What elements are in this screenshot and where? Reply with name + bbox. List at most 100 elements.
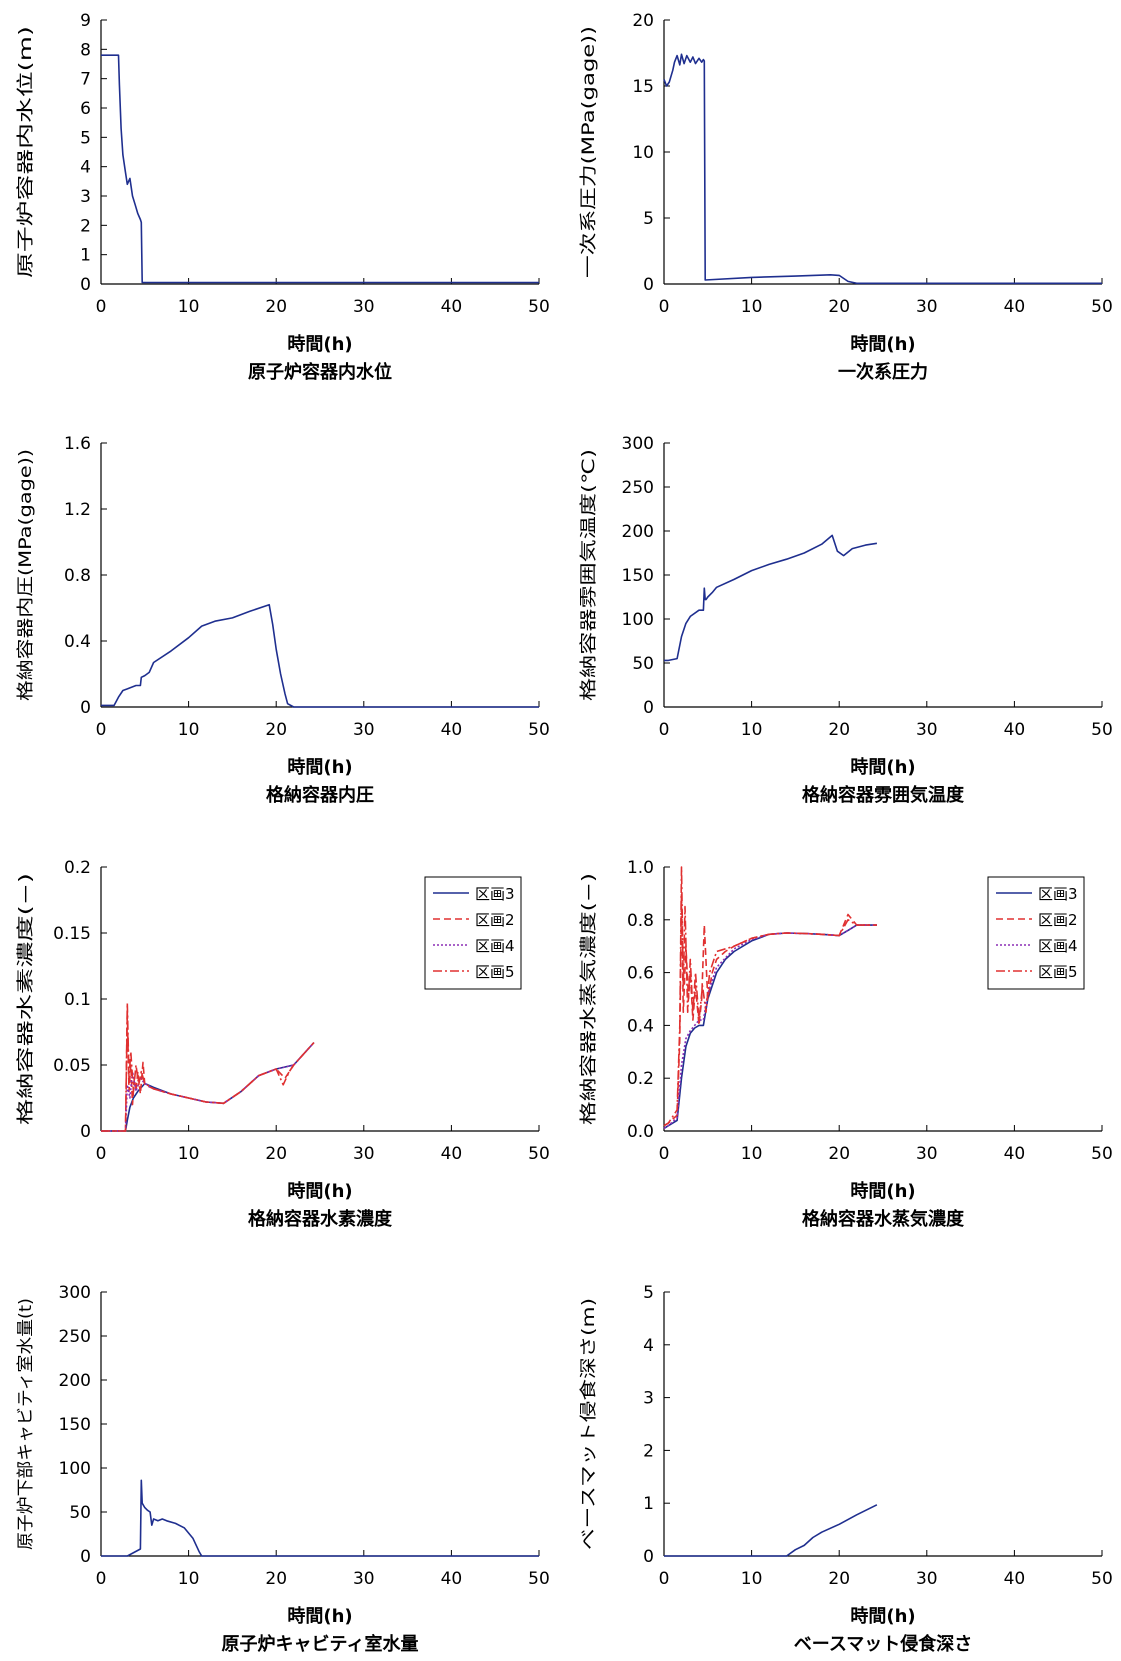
y-tick-label: 250 <box>622 478 654 498</box>
series-line-1 <box>101 1479 539 1557</box>
x-tick-label: 30 <box>916 1144 938 1164</box>
x-tick-label: 50 <box>528 1144 550 1164</box>
series-line-3 <box>663 924 877 1130</box>
y-axis-label: ベースマット侵食深さ(m) <box>579 1298 599 1550</box>
chart-7: 0 10 20 30 40 50 0 50 100 150 200 250 300 時間(h) 原子炉キャビ… <box>16 1283 550 1655</box>
y-tick-label: 4 <box>80 158 91 178</box>
x-tick-label: 20 <box>265 1144 287 1164</box>
plot-area <box>101 1292 539 1556</box>
x-axis-label: 時間(h) <box>287 1606 352 1627</box>
y-tick-label: 7 <box>80 70 91 90</box>
y-axis-label: 格納容器雰囲気温度(℃) <box>579 449 599 701</box>
chart-2: 0 10 20 30 40 5005101520時間(h)一次系圧力一次系圧力(MPa(g… <box>579 11 1113 383</box>
x-tick-label: 0 <box>659 1569 670 1589</box>
x-axis-label: 時間(h) <box>850 1606 915 1627</box>
y-tick-label: 0.4 <box>627 1016 654 1036</box>
y-tick-label: 5 <box>643 209 654 229</box>
x-tick-label: 0 <box>659 297 670 317</box>
legend: 区画3 区画2 区画4 区画5 <box>424 876 522 990</box>
chart-caption: 格納容器水素濃度 <box>248 1208 393 1230</box>
legend-label: 区画4 <box>475 937 515 955</box>
x-tick-label: 30 <box>916 1569 938 1589</box>
legend-label: 区画3 <box>475 885 515 903</box>
series-line-4 <box>663 866 877 1127</box>
x-tick-label: 0 <box>659 1144 670 1164</box>
y-tick-label: 200 <box>622 522 654 542</box>
y-tick-label: 9 <box>80 11 91 31</box>
y-tick-label: 1.6 <box>64 434 91 454</box>
x-tick-label: 20 <box>828 720 850 740</box>
y-tick-label: 4 <box>643 1336 654 1356</box>
y-tick-label: 3 <box>80 187 91 207</box>
y-tick-label: 5 <box>643 1283 654 1303</box>
x-tick-label: 50 <box>528 297 550 317</box>
plot-area <box>101 443 539 707</box>
y-tick-label: 200 <box>59 1371 91 1391</box>
y-tick-label: 6 <box>80 99 91 119</box>
series-line-1 <box>663 53 1102 285</box>
x-tick-label: 40 <box>1004 1144 1026 1164</box>
series-line-1 <box>101 54 539 284</box>
x-tick-label: 50 <box>528 720 550 740</box>
y-tick-label: 0.6 <box>627 964 654 984</box>
y-axis-label: 一次系圧力(MPa(gage)) <box>579 26 599 278</box>
x-tick-label: 10 <box>741 297 763 317</box>
x-axis-label: 時間(h) <box>850 757 915 778</box>
y-axis-label: 原子炉容器内水位(m) <box>16 26 36 278</box>
y-tick-label: 250 <box>59 1327 91 1347</box>
x-tick-label: 40 <box>1004 1569 1026 1589</box>
chart-caption: 格納容器内圧 <box>266 784 374 806</box>
x-axis-label: 時間(h) <box>287 334 352 355</box>
y-tick-label: 0.2 <box>627 1069 654 1089</box>
chart-caption: 原子炉キャビティ室水量 <box>222 1633 419 1655</box>
y-tick-label: 0 <box>80 1122 91 1142</box>
series-line-4 <box>101 1002 315 1132</box>
y-tick-label: 15 <box>632 77 654 97</box>
y-tick-label: 3 <box>643 1389 654 1409</box>
y-tick-label: 0.15 <box>53 924 91 944</box>
legend-label: 区画2 <box>1038 911 1078 929</box>
chart-5: 0 10 20 30 40 50 0 0.05 0.1 0.15 0.2 時間(h) 格納容器水素濃度 格… <box>16 858 550 1230</box>
x-tick-label: 50 <box>1091 1144 1113 1164</box>
series-line-2 <box>663 892 877 1127</box>
y-tick-label: 0.8 <box>64 566 91 586</box>
x-tick-label: 0 <box>96 297 107 317</box>
plot-area <box>664 20 1102 284</box>
y-tick-label: 0 <box>80 1547 91 1567</box>
y-tick-label: 10 <box>632 143 654 163</box>
legend-label: 区画5 <box>475 963 515 981</box>
chart-caption: 格納容器水蒸気濃度 <box>802 1208 965 1230</box>
y-tick-label: 0 <box>80 275 91 295</box>
series-line-1 <box>101 603 539 708</box>
x-tick-label: 30 <box>916 297 938 317</box>
y-tick-label: 1 <box>643 1494 654 1514</box>
y-tick-label: 0.05 <box>53 1056 91 1076</box>
x-tick-label: 20 <box>828 1569 850 1589</box>
y-tick-label: 0.4 <box>64 632 91 652</box>
x-tick-label: 10 <box>178 297 200 317</box>
x-tick-label: 30 <box>353 720 375 740</box>
x-tick-label: 40 <box>1004 297 1026 317</box>
x-axis-label: 時間(h) <box>287 757 352 778</box>
x-tick-label: 30 <box>353 1144 375 1164</box>
x-tick-label: 30 <box>916 720 938 740</box>
y-tick-label: 0 <box>80 698 91 718</box>
plot-area <box>664 1292 1102 1556</box>
x-tick-label: 10 <box>178 1144 200 1164</box>
series-line-1 <box>664 534 878 662</box>
x-tick-label: 0 <box>96 720 107 740</box>
x-tick-label: 30 <box>353 1569 375 1589</box>
y-axis-label: 格納容器水蒸気濃度(−) <box>579 873 599 1125</box>
y-tick-label: 150 <box>622 566 654 586</box>
y-tick-label: 1.2 <box>64 500 91 520</box>
x-tick-label: 20 <box>265 297 287 317</box>
x-tick-label: 0 <box>96 1144 107 1164</box>
x-tick-label: 20 <box>265 1569 287 1589</box>
y-tick-label: 0 <box>643 698 654 718</box>
x-tick-label: 40 <box>1004 720 1026 740</box>
chart-caption: 一次系圧力 <box>838 361 928 383</box>
x-tick-label: 10 <box>741 1144 763 1164</box>
chart-caption: ベースマット侵食深さ <box>794 1633 973 1655</box>
x-axis-label: 時間(h) <box>287 1181 352 1202</box>
